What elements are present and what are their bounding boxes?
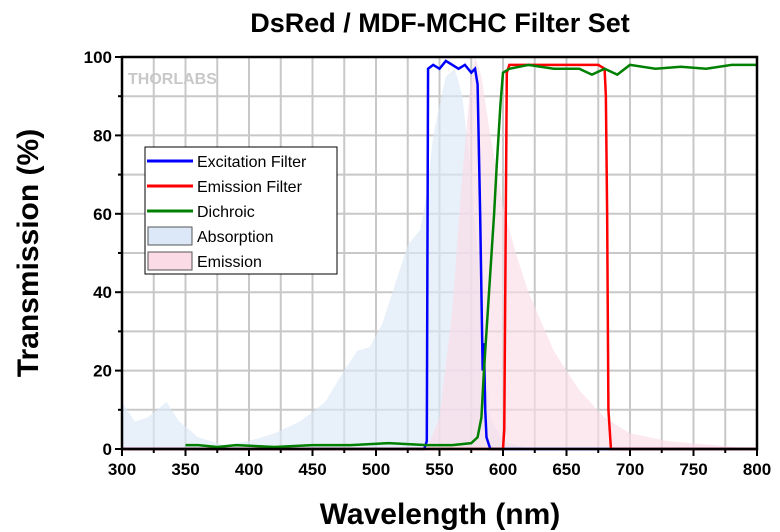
watermark: THORLABS: [128, 71, 217, 88]
x-tick-label: 600: [489, 460, 517, 479]
y-tick-label: 20: [93, 362, 112, 381]
x-tick-label: 300: [108, 460, 136, 479]
y-tick-label: 60: [93, 205, 112, 224]
x-tick-label: 750: [679, 460, 707, 479]
x-tick-label: 400: [235, 460, 263, 479]
x-tick-label: 350: [171, 460, 199, 479]
y-tick-label: 100: [84, 48, 112, 67]
y-axis-label: Transmission (%): [12, 129, 45, 377]
x-tick-label: 450: [298, 460, 326, 479]
line-emission-filter: [122, 63, 757, 451]
line-excitation-filter: [122, 59, 757, 451]
legend-label: Absorption: [197, 229, 274, 246]
x-tick-label: 700: [616, 460, 644, 479]
legend-swatch: [147, 251, 193, 271]
y-tick-label: 80: [93, 126, 112, 145]
x-tick-label: 800: [743, 460, 771, 479]
y-tick-label: 0: [103, 440, 112, 459]
legend-label: Emission: [197, 254, 262, 271]
legend-label: Emission Filter: [197, 179, 303, 196]
legend-label: Excitation Filter: [197, 154, 307, 171]
legend-label: Dichroic: [197, 204, 255, 221]
y-tick-label: 40: [93, 283, 112, 302]
line-dichroic: [185, 63, 757, 449]
legend-swatch: [147, 226, 193, 246]
x-tick-label: 650: [552, 460, 580, 479]
x-axis-label: Wavelength (nm): [320, 498, 561, 531]
x-tick-label: 500: [362, 460, 390, 479]
area-emission: [426, 57, 757, 449]
x-tick-label: 550: [425, 460, 453, 479]
chart-title: DsRed / MDF-MCHC Filter Set: [250, 8, 630, 38]
